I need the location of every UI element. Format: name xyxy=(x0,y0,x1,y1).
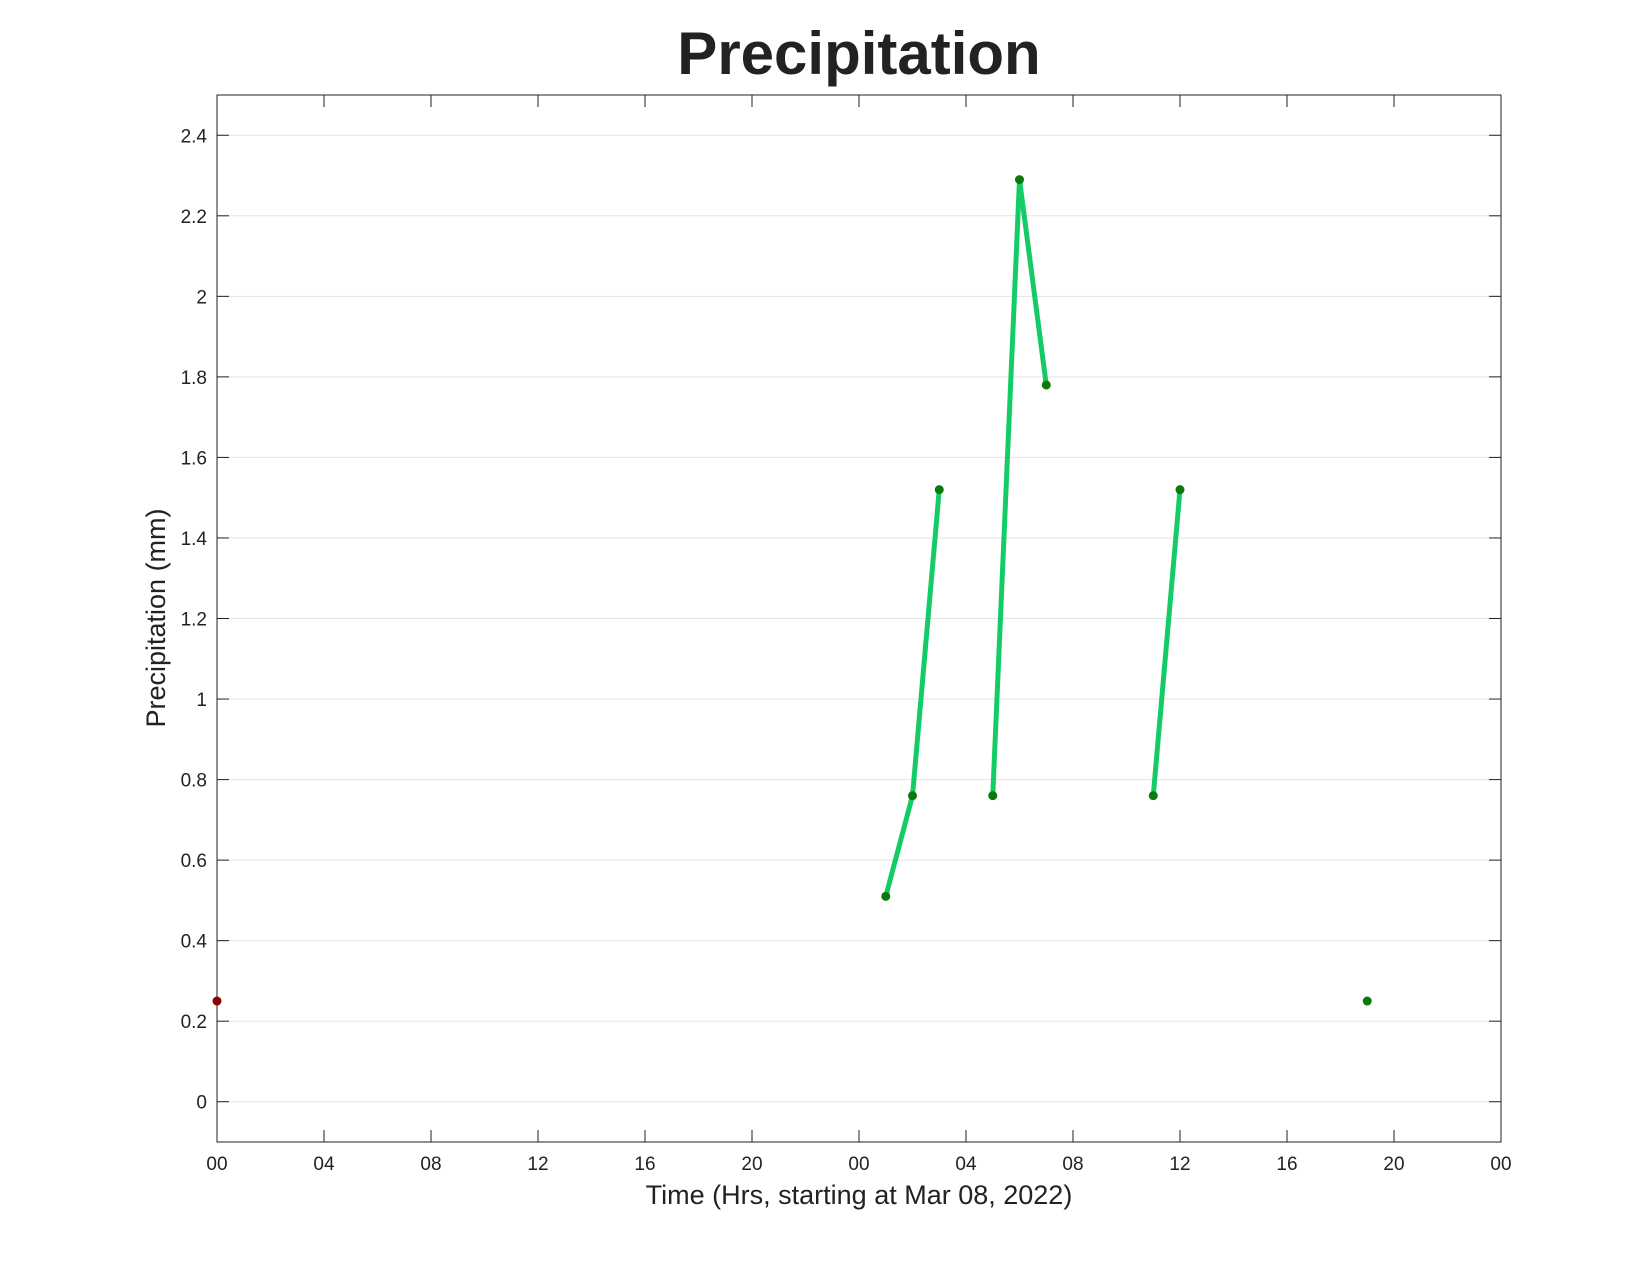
y-axis-label: Precipitation (mm) xyxy=(141,508,171,727)
x-tick-label: 04 xyxy=(313,1154,335,1175)
y-tick-label: 1.4 xyxy=(181,529,208,550)
x-tick-label: 16 xyxy=(1276,1154,1297,1175)
data-point xyxy=(1148,791,1158,801)
x-tick-label: 08 xyxy=(420,1154,441,1175)
data-point xyxy=(1015,175,1024,185)
y-tick-label: 0 xyxy=(196,1093,207,1114)
data-point xyxy=(212,996,222,1006)
y-tick-label: 0.2 xyxy=(181,1012,207,1033)
y-tick-label: 2.2 xyxy=(181,207,207,228)
data-point xyxy=(1362,996,1372,1006)
y-tick-label: 2.4 xyxy=(181,126,208,147)
y-tick-label: 1.2 xyxy=(181,610,207,631)
y-tick-label: 0.4 xyxy=(181,932,208,953)
data-point xyxy=(908,791,917,801)
chart-title: Precipitation xyxy=(677,20,1040,87)
data-point xyxy=(1175,485,1185,495)
data-point xyxy=(934,485,944,495)
axes-box xyxy=(216,94,1502,1143)
x-tick-label: 12 xyxy=(527,1154,548,1175)
y-tick-label: 1.8 xyxy=(181,368,207,389)
y-tick-label: 2 xyxy=(196,287,207,308)
x-axis-label: Time (Hrs, starting at Mar 08, 2022) xyxy=(646,1180,1073,1210)
x-tick-label: 20 xyxy=(741,1154,762,1175)
data-point xyxy=(881,891,891,901)
data-point xyxy=(988,791,998,801)
x-tick-label: 04 xyxy=(955,1154,977,1175)
data-point xyxy=(1041,380,1051,390)
x-tick-label: 20 xyxy=(1383,1154,1404,1175)
y-tick-label: 1 xyxy=(196,690,207,711)
x-tick-label: 08 xyxy=(1062,1154,1083,1175)
y-tick-label: 0.8 xyxy=(181,771,207,792)
y-tick-label: 1.6 xyxy=(181,448,207,469)
x-tick-label: 00 xyxy=(848,1154,869,1175)
x-tick-label: 00 xyxy=(206,1154,227,1175)
x-tick-label: 00 xyxy=(1490,1154,1511,1175)
x-tick-label: 16 xyxy=(634,1154,655,1175)
x-tick-label: 12 xyxy=(1169,1154,1190,1175)
y-tick-label: 0.6 xyxy=(181,851,207,872)
